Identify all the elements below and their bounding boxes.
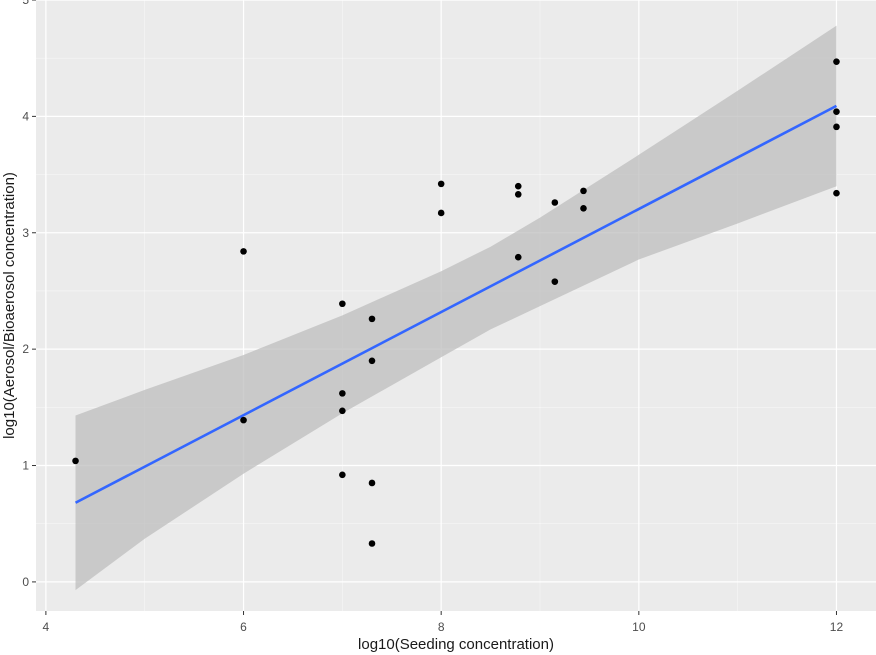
data-point (580, 205, 587, 212)
data-point (72, 457, 79, 465)
y-tick-label: 1 (22, 459, 29, 473)
data-point (437, 209, 445, 217)
data-point (339, 390, 346, 397)
data-point (551, 199, 559, 206)
data-point (833, 123, 840, 131)
data-point (368, 357, 376, 365)
confidence-band (75, 25, 837, 591)
data-point (339, 300, 346, 308)
y-axis-title: log10(Aerosol/Bioaerosol concentration) (1, 172, 18, 439)
x-tick-label: 6 (240, 620, 247, 634)
x-axis-title: log10(Seeding concentration) (358, 636, 554, 653)
data-point (514, 253, 522, 261)
x-tick-label: 4 (43, 620, 50, 634)
data-point (339, 471, 346, 479)
x-tick-label: 10 (632, 620, 646, 634)
y-axis-ticks: 0 1 2 3 4 5 (22, 0, 36, 589)
data-point (437, 180, 445, 188)
data-point (514, 191, 522, 198)
data-point (368, 479, 376, 487)
y-tick-label: 5 (22, 0, 29, 7)
data-point (833, 108, 840, 116)
x-axis-ticks: 4 6 8 10 12 (43, 611, 844, 634)
y-tick-label: 0 (22, 575, 29, 589)
y-tick-label: 3 (22, 226, 29, 240)
y-tick-label: 4 (22, 109, 29, 123)
data-point (368, 540, 376, 547)
data-point (833, 58, 840, 65)
x-tick-label: 12 (830, 620, 844, 634)
data-point (514, 182, 522, 190)
data-point (240, 248, 247, 255)
data-points (72, 58, 840, 547)
data-point (551, 278, 559, 285)
data-point (240, 416, 247, 424)
x-tick-label: 8 (438, 620, 445, 634)
y-tick-label: 2 (22, 342, 29, 356)
regression-line (74, 104, 838, 504)
data-point (580, 187, 587, 195)
data-point (368, 315, 376, 323)
data-point (339, 407, 346, 415)
data-point (833, 189, 840, 197)
